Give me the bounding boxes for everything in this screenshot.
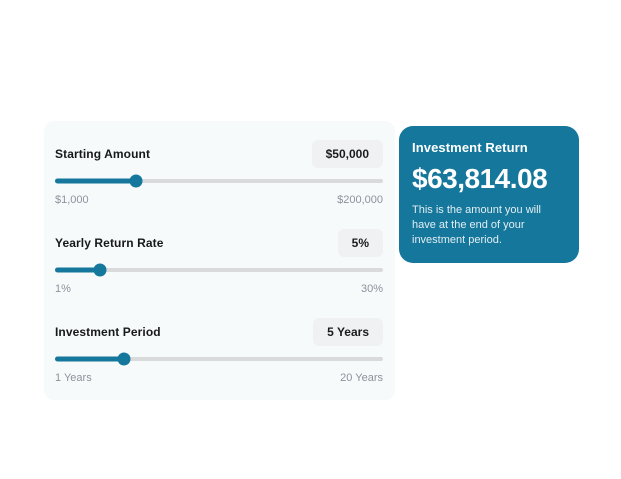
investment-return-card: Investment Return $63,814.08 This is the… <box>399 126 579 263</box>
return-rate-label: Yearly Return Rate <box>55 236 164 250</box>
slider-thumb[interactable] <box>117 352 131 365</box>
return-rate-header: Yearly Return Rate 5% <box>55 229 383 257</box>
slider-track[interactable] <box>55 267 383 272</box>
starting-amount-label: Starting Amount <box>55 147 151 161</box>
slider-min-label: 1 Years <box>55 372 92 384</box>
investment-period-header: Investment Period 5 Years <box>55 318 383 346</box>
investment-period-value-badge: 5 Years <box>313 318 383 346</box>
return-rate-slider[interactable] <box>55 263 383 276</box>
investment-period-range-labels: 1 Years 20 Years <box>55 372 383 384</box>
controls-panel: Starting Amount $50,000 $1,000 $200,000 … <box>44 121 395 400</box>
result-amount: $63,814.08 <box>412 163 548 194</box>
slider-thumb[interactable] <box>129 174 143 187</box>
return-rate-range-labels: 1% 30% <box>55 283 383 295</box>
return-rate-group: Yearly Return Rate 5% 1% 30% <box>55 229 383 295</box>
slider-thumb[interactable] <box>93 263 107 276</box>
slider-min-label: 1% <box>55 283 71 295</box>
slider-max-label: $200,000 <box>337 194 383 206</box>
investment-period-group: Investment Period 5 Years 1 Years 20 Yea… <box>55 318 383 384</box>
investment-period-label: Investment Period <box>55 325 161 339</box>
investment-calculator: Starting Amount $50,000 $1,000 $200,000 … <box>44 121 579 400</box>
starting-amount-header: Starting Amount $50,000 <box>55 140 383 168</box>
slider-track[interactable] <box>55 356 383 361</box>
starting-amount-group: Starting Amount $50,000 $1,000 $200,000 <box>55 140 383 206</box>
slider-min-label: $1,000 <box>55 194 89 206</box>
slider-track[interactable] <box>55 178 383 183</box>
starting-amount-range-labels: $1,000 $200,000 <box>55 194 383 206</box>
investment-period-slider[interactable] <box>55 352 383 365</box>
slider-max-label: 20 Years <box>340 372 383 384</box>
result-card-title: Investment Return <box>412 140 528 155</box>
return-rate-value-badge: 5% <box>337 229 383 257</box>
slider-fill <box>55 178 136 183</box>
slider-fill <box>55 267 101 272</box>
slider-max-label: 30% <box>360 283 383 295</box>
starting-amount-slider[interactable] <box>55 174 383 187</box>
slider-fill <box>55 356 125 361</box>
result-description: This is the amount you will have at the … <box>412 204 541 246</box>
starting-amount-value-badge: $50,000 <box>311 140 383 168</box>
